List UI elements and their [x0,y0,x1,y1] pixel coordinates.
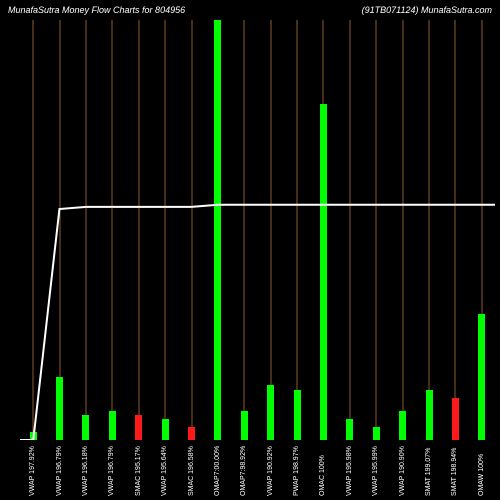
bar [294,390,301,440]
grid-line [85,20,86,440]
bar [399,411,406,440]
grid-line [191,20,192,440]
bar [162,419,169,440]
x-axis-labels: VWAP 197.92% VWAP 196.79% VWAP 196.18% VWAP… [20,440,495,500]
bar [346,419,353,440]
bar [109,411,116,440]
bar-group [205,20,231,440]
bar-group [231,20,257,440]
money-flow-chart: MunafaSutra Money Flow Charts for 804956… [0,0,500,500]
x-axis-label: VWAP 196.79% [108,446,115,496]
bar [373,427,380,440]
bar [241,411,248,440]
x-axis-label: PWAP 198.97% [293,446,300,496]
grid-line [349,20,350,440]
x-axis-label: VWAP 195.99% [372,446,379,496]
bar [188,427,195,440]
x-axis-label: VWAP 195.98% [346,446,353,496]
bar-group [99,20,125,440]
x-axis-label: SMAC 196.58% [188,446,195,496]
bar [135,415,142,440]
x-axis-label: SMAC 195.17% [135,446,142,496]
bar-group [152,20,178,440]
bar-group [389,20,415,440]
x-axis-label: OMAW 100% [478,454,485,496]
x-axis-label: VWAP 197.92% [29,446,36,496]
bar [452,398,459,440]
bar [320,104,327,440]
bar [478,314,485,440]
x-axis-label: SMAT 198.94% [451,448,458,496]
x-axis-label: VWAP 195.64% [161,446,168,496]
grid-line [402,20,403,440]
x-axis-label: VWAP 190.92% [267,446,274,496]
grid-line [112,20,113,440]
grid-line [270,20,271,440]
bar [267,385,274,440]
grid-line [244,20,245,440]
bar-group [416,20,442,440]
bar-group [363,20,389,440]
bar-group [20,20,46,440]
header-right: (91TB071124) MunafaSutra.com [362,5,492,15]
x-axis-label: OMAC 100% [319,455,326,496]
bar-group [126,20,152,440]
grid-line [429,20,430,440]
x-axis-label: VWAP 196.18% [82,446,89,496]
bar-group [469,20,495,440]
bar [30,432,37,440]
bar-group [46,20,72,440]
bar [56,377,63,440]
x-axis-label: SMAT 199.07% [425,448,432,496]
grid-line [138,20,139,440]
x-axis-label: VWAP 196.79% [56,446,63,496]
bar-group [442,20,468,440]
header-left: MunafaSutra Money Flow Charts for 804956 [8,5,185,15]
chart-header: MunafaSutra Money Flow Charts for 804956… [0,0,500,20]
bar-group [258,20,284,440]
bar-group [284,20,310,440]
grid-line [376,20,377,440]
bar-group [73,20,99,440]
x-axis-label: OMAP7:00.00% [214,446,221,496]
bar [214,20,221,440]
grid-line [297,20,298,440]
x-axis-label: OMAP7:98.92% [240,446,247,496]
x-axis-label: VWAP 190.90% [399,446,406,496]
plot-area [20,20,495,440]
grid-line [165,20,166,440]
grid-line [455,20,456,440]
bar-group [337,20,363,440]
bar-group [178,20,204,440]
bar [82,415,89,440]
bar [426,390,433,440]
grid-line [33,20,34,440]
bar-group [310,20,336,440]
